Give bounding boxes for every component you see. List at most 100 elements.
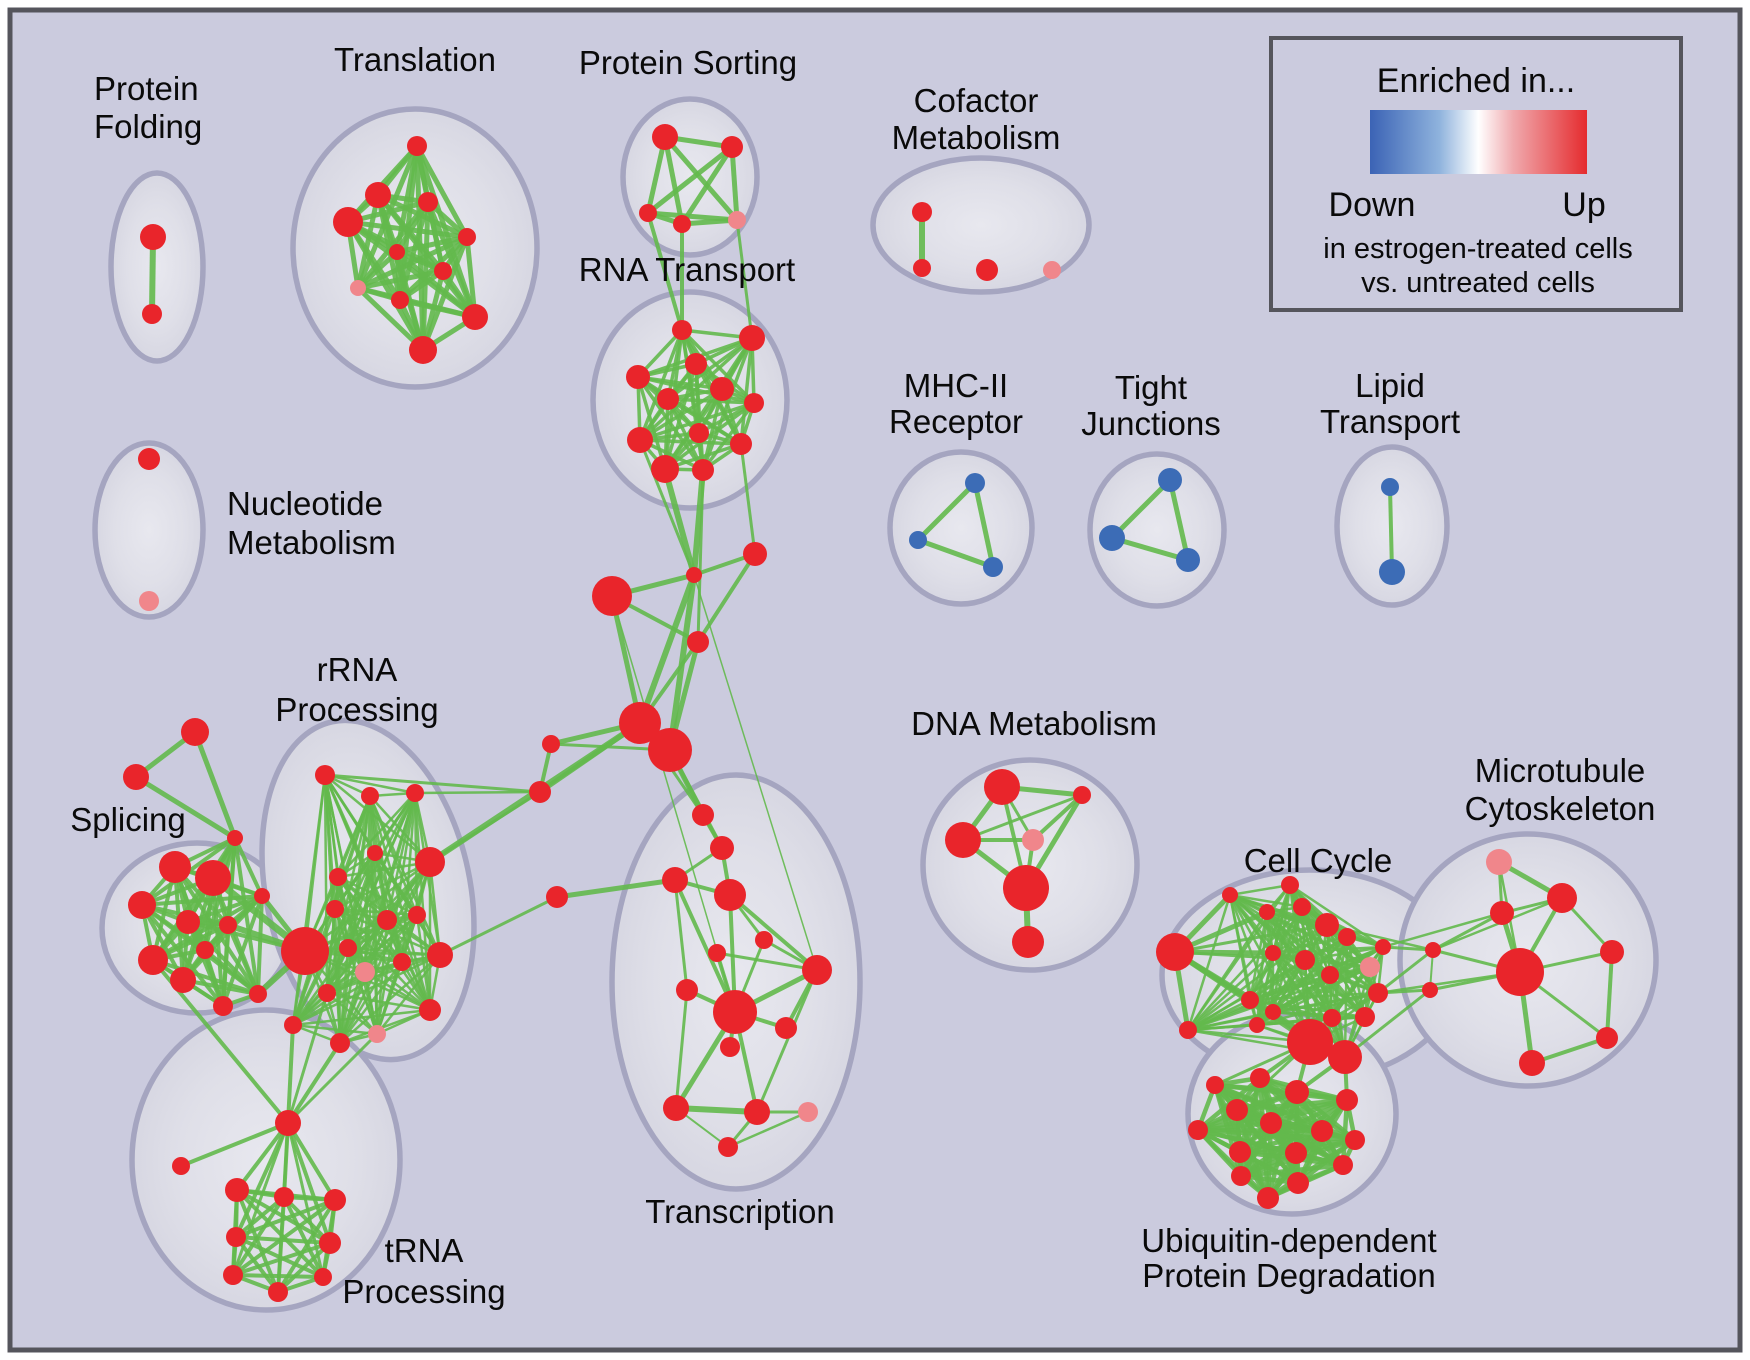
node-cf4 bbox=[1043, 261, 1061, 279]
node-rr3 bbox=[406, 784, 424, 802]
node-rr14 bbox=[284, 1016, 302, 1034]
node-rr16 bbox=[330, 1033, 350, 1053]
node-c12 bbox=[1241, 991, 1259, 1009]
cluster-label-protein-sorting: Protein Sorting bbox=[579, 44, 797, 81]
node-hub bbox=[281, 927, 329, 975]
node-t9 bbox=[391, 291, 409, 309]
node-r2 bbox=[739, 325, 765, 351]
node-rr6 bbox=[329, 868, 347, 886]
node-tj1 bbox=[1158, 468, 1182, 492]
node-r12 bbox=[692, 459, 714, 481]
node-d3 bbox=[945, 822, 981, 858]
node-u12 bbox=[1188, 1120, 1208, 1140]
node-rp1 bbox=[355, 962, 375, 982]
node-s4 bbox=[176, 910, 200, 934]
cluster-label-rna-transport: RNA Transport bbox=[579, 251, 795, 288]
legend-gradient-bar bbox=[1370, 110, 1587, 174]
node-rr11 bbox=[393, 953, 411, 971]
node-t4 bbox=[333, 207, 363, 237]
node-rr8 bbox=[377, 910, 397, 930]
node-txj bbox=[775, 1017, 797, 1039]
node-s1 bbox=[159, 851, 191, 883]
node-tnh bbox=[275, 1110, 301, 1136]
node-rr2 bbox=[361, 787, 379, 805]
node-d1 bbox=[984, 769, 1020, 805]
node-r9 bbox=[627, 427, 653, 453]
node-tn1 bbox=[225, 1178, 249, 1202]
node-rp2 bbox=[368, 1025, 386, 1043]
node-u15 bbox=[1333, 1155, 1353, 1175]
cluster-label-dna-metabolism: DNA Metabolism bbox=[911, 705, 1157, 742]
node-mc4 bbox=[1425, 942, 1441, 958]
node-mc2 bbox=[1490, 901, 1514, 925]
node-rr5 bbox=[415, 847, 445, 877]
cluster-label-mhc-ii-receptor-line1: MHC-II bbox=[904, 367, 1008, 404]
node-c2 bbox=[1281, 876, 1299, 894]
node-txl bbox=[663, 1095, 689, 1121]
node-c8 bbox=[1265, 945, 1281, 961]
node-mc6 bbox=[1600, 940, 1624, 964]
node-c18 bbox=[1249, 1017, 1265, 1033]
node-s11 bbox=[254, 888, 270, 904]
node-u7 bbox=[1229, 1141, 1251, 1163]
cluster-label-tight-junctions-line1: Tight bbox=[1115, 369, 1187, 406]
node-tn6 bbox=[223, 1265, 243, 1285]
node-ps3 bbox=[639, 204, 657, 222]
node-c11 bbox=[1321, 966, 1339, 984]
node-rr10 bbox=[339, 939, 357, 957]
node-cl bbox=[1156, 933, 1194, 971]
node-h11 bbox=[546, 886, 568, 908]
node-rr9 bbox=[408, 906, 426, 924]
node-c9 bbox=[1295, 950, 1315, 970]
node-r7 bbox=[744, 393, 764, 413]
cluster-label-ubiquitin-degradation-line2: Protein Degradation bbox=[1142, 1257, 1436, 1294]
node-m1 bbox=[965, 473, 985, 493]
node-u4 bbox=[1336, 1089, 1358, 1111]
node-t5 bbox=[458, 228, 476, 246]
node-tns bbox=[172, 1157, 190, 1175]
legend-caption-line1: in estrogen-treated cells bbox=[1323, 233, 1633, 265]
node-txc bbox=[662, 867, 688, 893]
node-t7 bbox=[434, 262, 452, 280]
node-n1 bbox=[138, 448, 160, 470]
node-c13 bbox=[1265, 1004, 1281, 1020]
node-c6 bbox=[1338, 928, 1356, 946]
node-cf3 bbox=[976, 259, 998, 281]
node-u9 bbox=[1345, 1130, 1365, 1150]
node-u11 bbox=[1287, 1172, 1309, 1194]
node-l1 bbox=[1381, 478, 1399, 496]
node-txa bbox=[692, 804, 714, 826]
node-cb2 bbox=[1328, 1040, 1362, 1074]
node-d4 bbox=[1022, 829, 1044, 851]
node-u6 bbox=[1311, 1120, 1333, 1142]
node-tn8 bbox=[314, 1268, 332, 1286]
node-t2 bbox=[365, 182, 391, 208]
cluster-label-microtubule-cytoskeleton-line2: Cytoskeleton bbox=[1465, 790, 1656, 827]
cluster-label-cofactor-metabolism-line1: Cofactor bbox=[914, 82, 1039, 119]
cluster-label-tight-junctions-line2: Junctions bbox=[1081, 405, 1220, 442]
node-pf2 bbox=[142, 304, 162, 324]
node-txd bbox=[714, 879, 746, 911]
node-r4 bbox=[626, 365, 650, 389]
cluster-label-rrna-processing-line2: Processing bbox=[275, 691, 438, 728]
node-mc1 bbox=[1547, 883, 1577, 913]
cluster-label-ubiquitin-degradation-line1: Ubiquitin-dependent bbox=[1141, 1222, 1436, 1259]
node-tn7 bbox=[268, 1282, 288, 1302]
cluster-label-microtubule-cytoskeleton-line1: Microtubule bbox=[1475, 752, 1646, 789]
node-cf2 bbox=[913, 259, 931, 277]
node-ps1 bbox=[652, 124, 678, 150]
node-rr15 bbox=[419, 999, 441, 1021]
node-t11 bbox=[409, 336, 437, 364]
node-tn5 bbox=[319, 1232, 341, 1254]
node-u3 bbox=[1226, 1099, 1248, 1121]
cluster-label-protein-folding-line2: Folding bbox=[94, 108, 202, 145]
cluster-label-nucleotide-metabolism-line1: Nucleotide bbox=[227, 485, 383, 522]
node-txk bbox=[720, 1037, 740, 1057]
node-ps4 bbox=[673, 215, 691, 233]
node-txn bbox=[798, 1102, 818, 1122]
cluster-label-translation: Translation bbox=[334, 41, 496, 78]
node-c16 bbox=[1323, 1009, 1341, 1027]
node-mc3 bbox=[1496, 948, 1544, 996]
node-ps2 bbox=[721, 136, 743, 158]
